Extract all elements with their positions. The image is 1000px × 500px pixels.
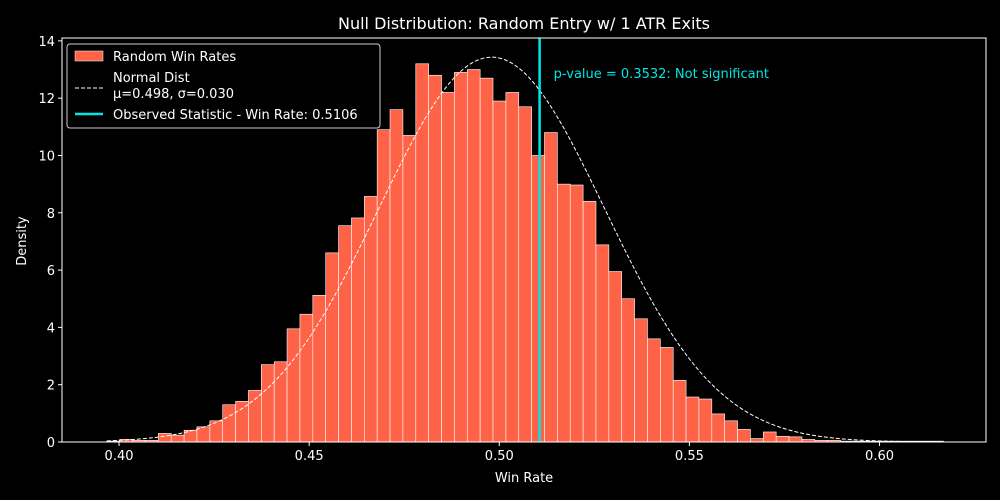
histogram-bar [582, 201, 597, 443]
histogram-bar [428, 74, 442, 443]
histogram-bar [621, 298, 635, 443]
histogram-bar [698, 398, 713, 443]
histogram-bar [170, 434, 185, 443]
histogram-bar [569, 184, 584, 443]
y-tick-label: 10 [38, 149, 55, 164]
histogram-bar [775, 435, 790, 443]
histogram-bar [672, 380, 687, 443]
histogram-bar [209, 420, 224, 443]
histogram-bar [685, 396, 700, 443]
histogram-bar [660, 347, 674, 443]
chart-title: Null Distribution: Random Entry w/ 1 ATR… [338, 14, 710, 33]
histogram-bar [647, 338, 661, 443]
histogram-bar [788, 436, 803, 443]
y-tick-label: 4 [47, 321, 55, 336]
histogram-bar [544, 132, 558, 443]
histogram-bar [312, 294, 326, 443]
y-tick-label: 0 [47, 436, 55, 451]
histogram-bar [505, 92, 520, 443]
histogram-bar [634, 318, 648, 443]
histogram-bar [248, 390, 262, 443]
histogram-bar [415, 63, 429, 443]
histogram-bar [608, 271, 623, 443]
histogram-bar [454, 72, 468, 443]
x-tick-label: 0.40 [105, 449, 134, 464]
histogram-bar [737, 429, 751, 443]
plot-frame [61, 37, 987, 443]
histogram-bar [724, 420, 738, 443]
x-tick-label: 0.50 [485, 449, 514, 464]
y-tick-label: 14 [38, 35, 55, 50]
x-tick-label: 0.55 [675, 449, 704, 464]
legend-histogram-swatch [74, 50, 104, 62]
histogram-bar [286, 328, 301, 443]
x-axis-label: Win Rate [495, 471, 553, 486]
histogram-bar [531, 155, 545, 443]
histogram-bar [235, 401, 249, 443]
legend-normal-label: Normal Dist [113, 71, 190, 86]
histogram-bar [492, 100, 507, 443]
p-value-annotation: p-value = 0.3532: Not significant [554, 67, 769, 82]
histogram-bar [363, 196, 378, 443]
y-tick-label: 12 [38, 92, 55, 107]
legend-frame [66, 43, 381, 129]
x-tick-label: 0.60 [865, 449, 894, 464]
legend-observed-label: Observed Statistic - Win Rate: 0.5106 [113, 108, 358, 123]
y-axis-label: Density [15, 216, 30, 266]
histogram-bar [479, 77, 494, 443]
histogram-bar [299, 313, 314, 443]
histogram-bar [763, 431, 777, 443]
histogram-bar [261, 364, 275, 443]
normal-curve-layer [106, 56, 944, 443]
histogram-bar [389, 109, 404, 443]
y-tick-label: 6 [47, 264, 55, 279]
histogram-bar [466, 69, 481, 443]
histogram-bar [273, 361, 288, 443]
y-axis: 0 2 4 6 8 10 12 14 [38, 35, 62, 451]
histogram-bar [338, 225, 352, 443]
histogram-bar [595, 244, 610, 443]
x-axis: 0.40 0.45 0.50 0.55 0.60 [105, 442, 894, 464]
histogram-bar [376, 129, 391, 443]
x-tick-label: 0.45 [295, 449, 324, 464]
histogram-bar [222, 404, 236, 443]
histogram-bars [106, 63, 944, 443]
histogram-bar [711, 413, 725, 443]
histogram-bar [325, 252, 339, 443]
histogram-bar [158, 433, 172, 443]
histogram-bar [557, 183, 571, 443]
legend: Random Win Rates Normal Dist μ=0.498, σ=… [66, 43, 381, 129]
y-tick-label: 2 [47, 379, 55, 394]
histogram-bar [518, 106, 532, 443]
normal-curve [106, 56, 944, 443]
legend-histogram-label: Random Win Rates [113, 50, 236, 65]
histogram-bar [402, 135, 417, 443]
legend-normal-params: μ=0.498, σ=0.030 [113, 87, 234, 102]
y-tick-label: 8 [47, 207, 55, 222]
histogram-bar [441, 92, 455, 443]
histogram-bar [750, 438, 764, 443]
